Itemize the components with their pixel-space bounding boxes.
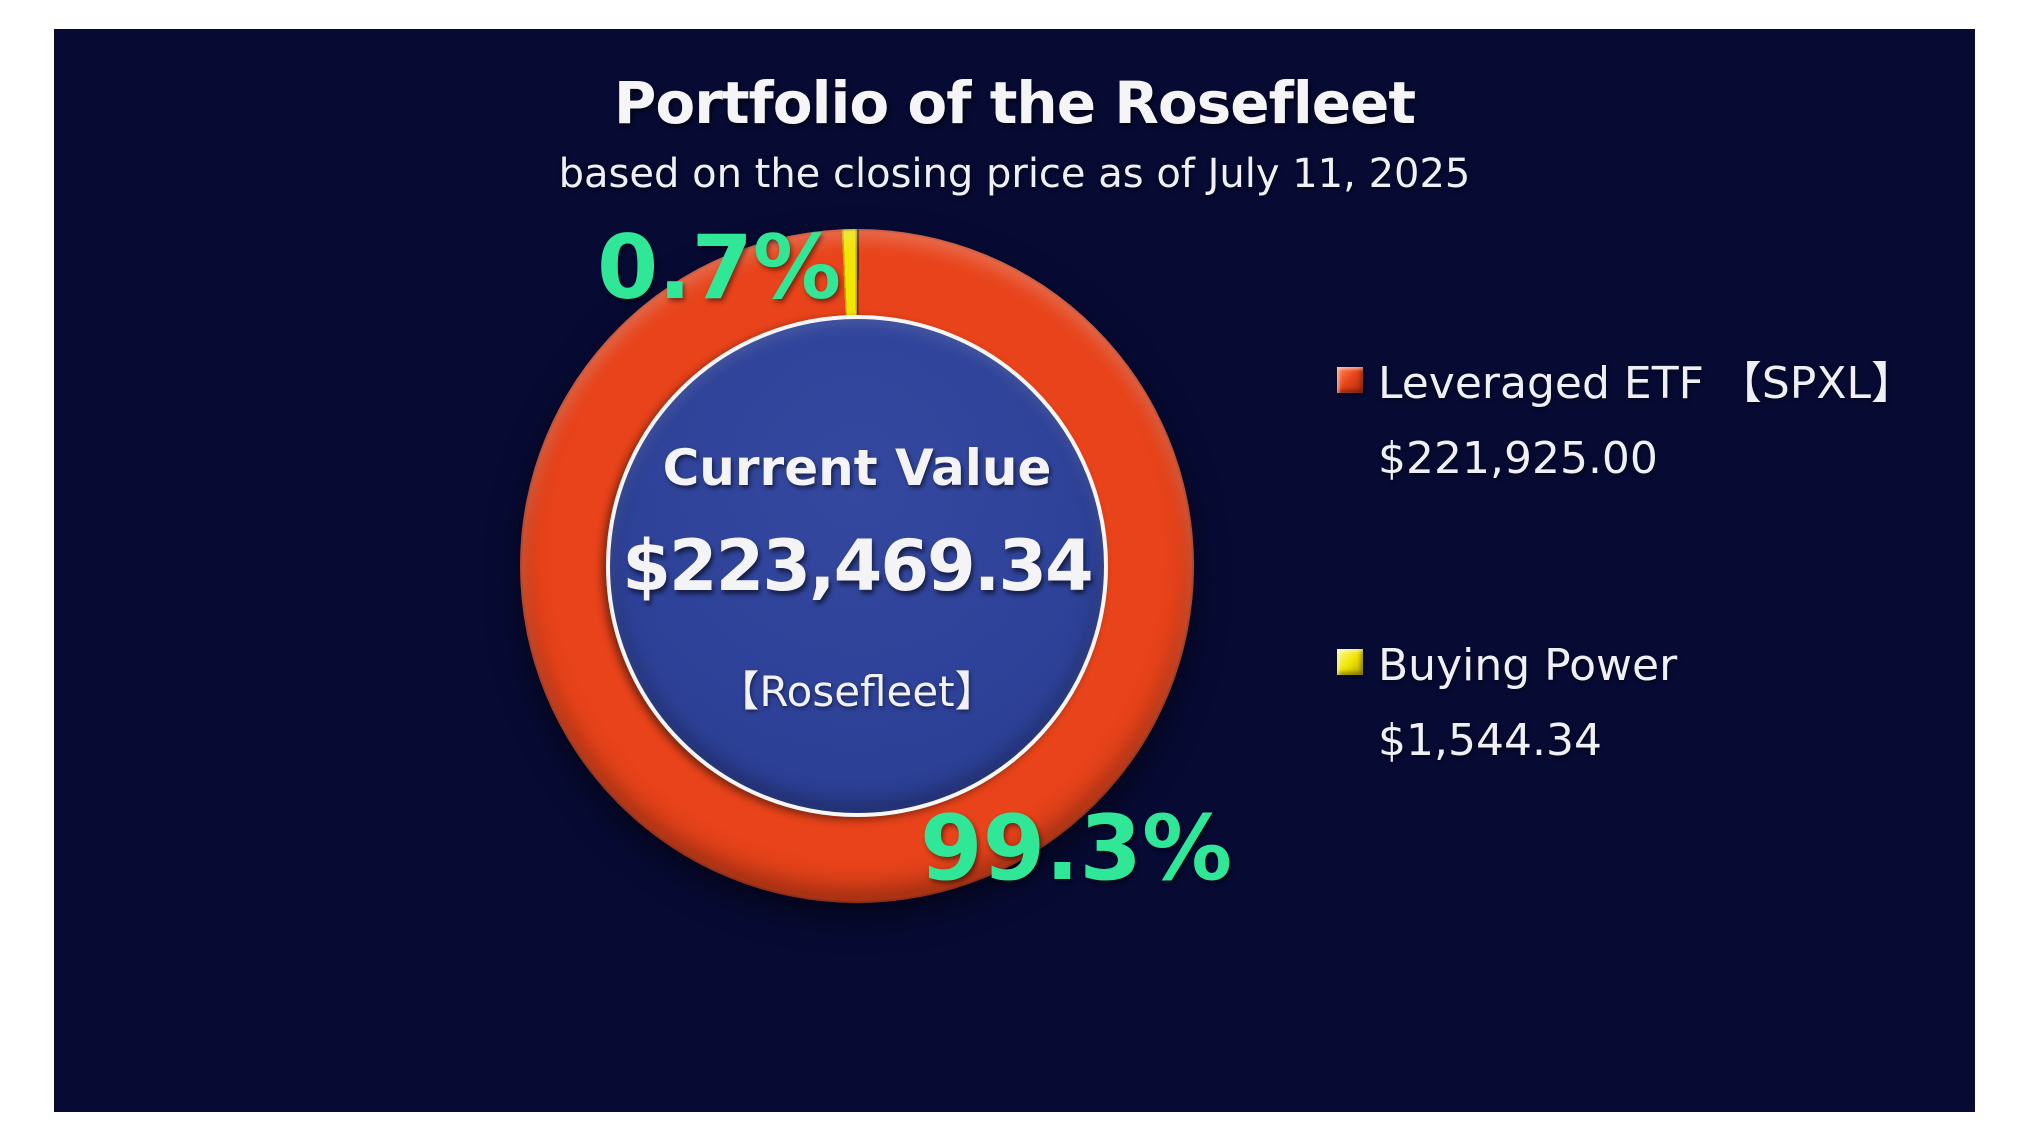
legend-item-label: Buying Power bbox=[1378, 640, 1678, 691]
donut-center-disc: Current Value $223,469.34 【Rosefleet】 bbox=[606, 315, 1108, 817]
legend-item-leveraged-etf: Leveraged ETF 【SPXL】 $221,925.00 bbox=[1337, 358, 1915, 486]
legend-item-value: $221,925.00 bbox=[1378, 432, 1658, 484]
center-value: $223,469.34 bbox=[622, 525, 1094, 607]
center-label: Current Value bbox=[662, 439, 1052, 497]
legend-item-buying-power: Buying Power $1,544.34 bbox=[1337, 640, 1677, 768]
percent-label-buying-power: 0.7% bbox=[596, 216, 841, 319]
chart-subtitle: based on the closing price as of July 11… bbox=[558, 151, 1471, 197]
chart-title: Portfolio of the Rosefleet bbox=[613, 69, 1416, 137]
donut-chart: Current Value $223,469.34 【Rosefleet】 bbox=[520, 229, 1194, 903]
legend-item-value: $1,544.34 bbox=[1378, 714, 1602, 766]
legend-item-label: Leveraged ETF 【SPXL】 bbox=[1378, 358, 1915, 409]
legend-marker-yellow-square-icon bbox=[1337, 649, 1363, 675]
slide-panel: Portfolio of the Rosefleet based on the … bbox=[54, 29, 1975, 1112]
percent-label-leveraged-etf: 99.3% bbox=[920, 796, 1233, 901]
center-holder-name: 【Rosefleet】 bbox=[717, 667, 997, 716]
legend-marker-red-square-icon bbox=[1337, 367, 1363, 393]
